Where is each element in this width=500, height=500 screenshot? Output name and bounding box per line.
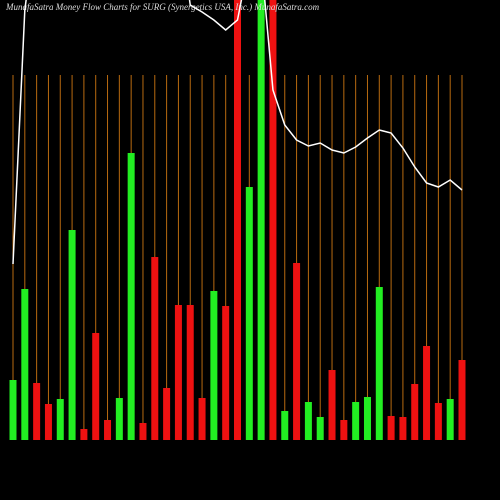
bar: [269, 0, 277, 440]
money-flow-line: [12, 0, 463, 265]
bar: [434, 403, 442, 440]
bar: [399, 417, 407, 440]
bar: [234, 0, 241, 440]
bar: [352, 402, 360, 440]
bar: [446, 399, 454, 440]
bar: [33, 383, 41, 440]
bar: [127, 153, 135, 440]
bar: [104, 420, 112, 440]
bar: [281, 411, 289, 440]
bar: [411, 384, 419, 440]
bar: [9, 380, 17, 440]
bar: [115, 398, 123, 440]
bar: [186, 305, 194, 440]
bar: [92, 333, 100, 440]
bar: [21, 289, 29, 440]
bar: [139, 423, 147, 440]
bar: [363, 397, 371, 440]
chart-title: MunafaSatra Money Flow Charts for SURG (…: [5, 2, 320, 12]
bar: [458, 360, 466, 440]
bar: [198, 398, 206, 440]
bar: [222, 306, 230, 440]
bar: [174, 305, 182, 440]
bar: [387, 416, 395, 440]
bar: [151, 257, 159, 440]
bar-layer: [9, 0, 466, 440]
bar: [340, 420, 348, 440]
bar: [293, 263, 301, 440]
bar: [80, 429, 88, 440]
bar: [257, 0, 265, 440]
bar: [316, 417, 324, 440]
bar: [210, 291, 218, 440]
bar: [423, 346, 431, 440]
bar: [68, 230, 76, 440]
bar: [375, 287, 383, 440]
bar: [56, 399, 64, 440]
bar: [304, 402, 312, 440]
bar: [163, 388, 171, 440]
bar: [44, 404, 52, 440]
line-layer: [12, 0, 463, 265]
bar: [328, 370, 336, 440]
bar: [245, 187, 253, 440]
